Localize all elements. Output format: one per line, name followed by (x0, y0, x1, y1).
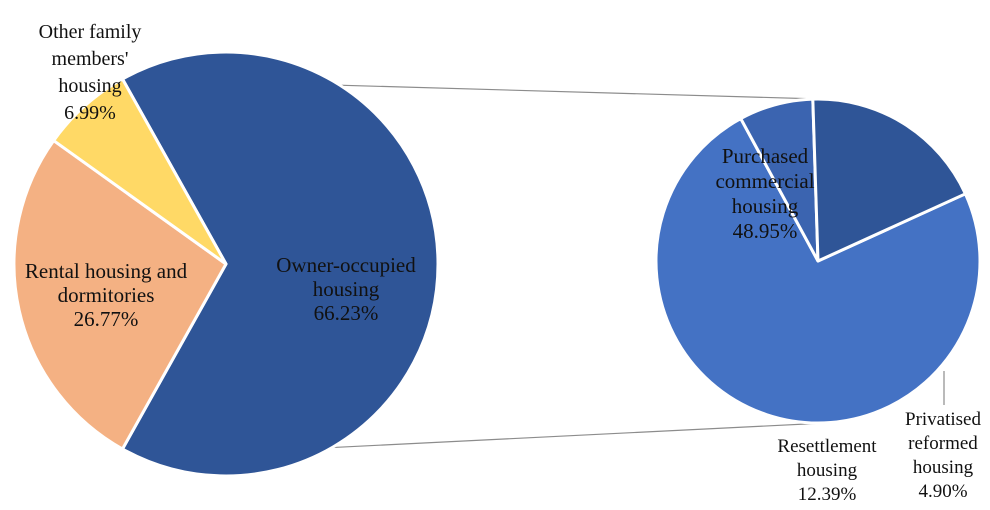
label-line: Purchased (722, 144, 809, 168)
label-value: 6.99% (64, 102, 116, 124)
label-line: reformed (908, 433, 978, 454)
label-line: dormitories (58, 283, 155, 307)
sub-pie (654, 97, 982, 425)
pie-slice-owner-occupied-housing (120, 50, 440, 478)
pie-slice-other-family-members-housing (52, 77, 228, 266)
label-line: housing (58, 75, 121, 97)
sub-pie-label-resettlement-housing: Resettlement housing 12.39% (777, 436, 877, 505)
label-line: housing (313, 277, 380, 301)
label-line: Rental housing and (25, 259, 188, 283)
sub-pie-label-privatised-reformed-housing: Privatised reformed housing 4.90% (905, 409, 981, 502)
label-value: 12.39% (798, 484, 857, 505)
label-line: housing (797, 460, 858, 481)
pie-label-owner-occupied-housing: Owner-occupied housing 66.23% (276, 253, 416, 325)
main-pie (12, 50, 440, 478)
slice-labels: Owner-occupied housing 66.23%Rental housin… (25, 21, 982, 505)
label-line: commercial (715, 169, 814, 193)
label-line: Other family (39, 21, 142, 43)
label-value: 4.90% (918, 481, 967, 502)
label-value: 48.95% (733, 219, 798, 243)
label-line: housing (913, 457, 974, 478)
label-value: 66.23% (314, 301, 379, 325)
sub-pie-slice-resettlement-housing (811, 97, 967, 263)
label-line: members' (52, 48, 129, 70)
sub-pie-label-purchased-commercial-housing: Purchased commercial housing 48.95% (715, 144, 814, 243)
label-line: Owner-occupied (276, 253, 416, 277)
label-value: 26.77% (74, 307, 139, 331)
pie-label-other-family-members-housing: Other family members' housing 6.99% (39, 21, 142, 124)
label-line: Resettlement (777, 436, 877, 457)
label-line: Privatised (905, 409, 981, 430)
sub-pie-slice-purchased-commercial-housing (654, 117, 982, 425)
pie-label-rental-housing-and-dormitories: Rental housing and dormitories 26.77% (25, 259, 188, 331)
pie-slice-rental-housing-and-dormitories (12, 139, 228, 451)
label-line: housing (732, 194, 799, 218)
